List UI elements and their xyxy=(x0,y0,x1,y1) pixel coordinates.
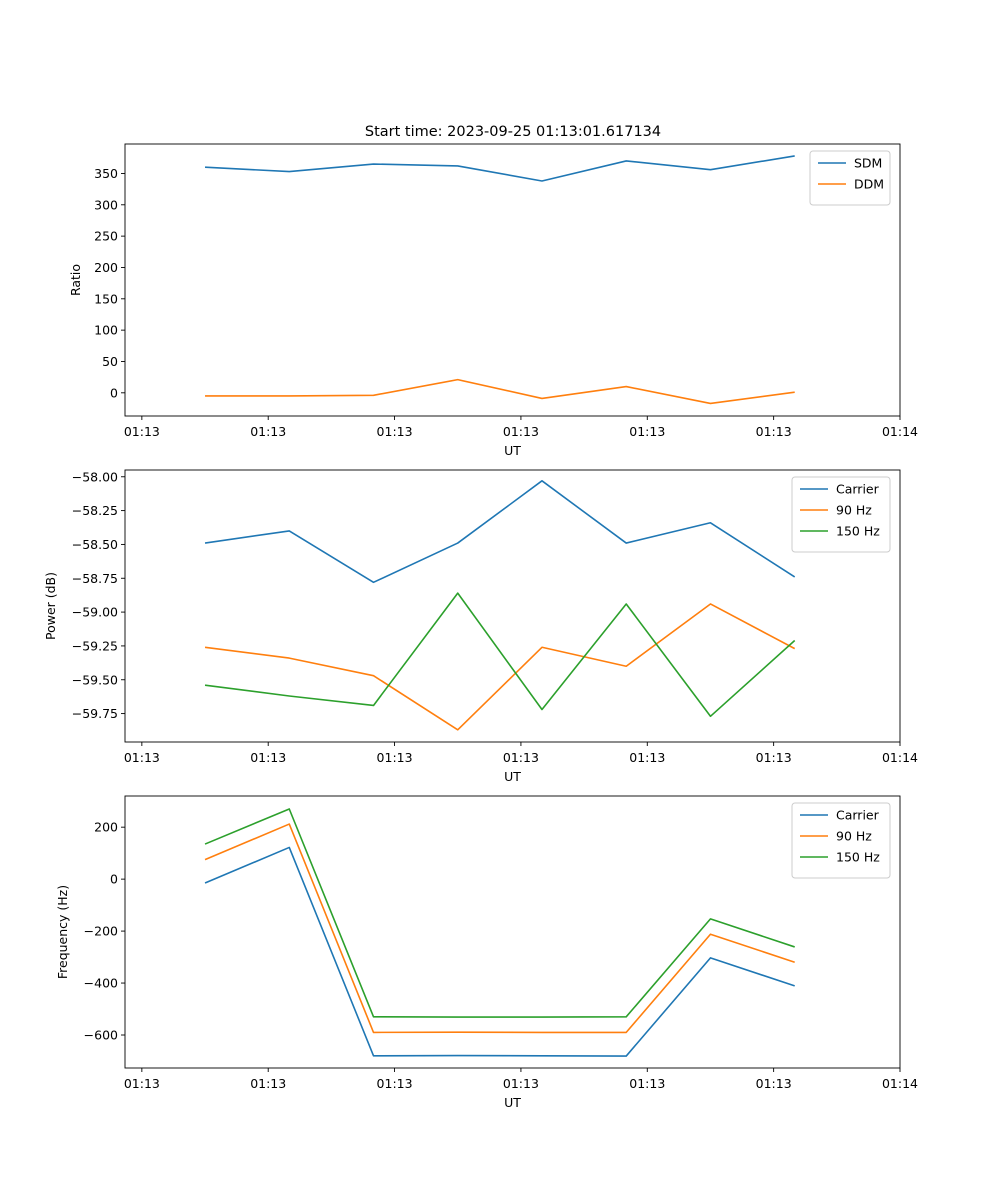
legend-label: DDM xyxy=(854,177,884,192)
legend-box xyxy=(809,150,891,206)
series-line-carrier xyxy=(204,480,796,584)
y-tick-label: −59.25 xyxy=(72,638,118,653)
y-tick-label: 250 xyxy=(94,229,118,244)
legend-label: Carrier xyxy=(836,808,880,823)
legend-label: 150 Hz xyxy=(836,524,880,539)
x-tick-label: 01:14 xyxy=(882,1076,918,1091)
legend-label: SDM xyxy=(854,156,882,171)
y-tick-label: −400 xyxy=(84,976,118,991)
y-tick-label: 200 xyxy=(94,820,118,835)
legend-box xyxy=(791,802,891,879)
y-tick-label: −58.75 xyxy=(72,571,118,586)
series-line-150-hz xyxy=(204,808,795,1018)
y-tick-label: 100 xyxy=(94,323,118,338)
plot-frame xyxy=(124,143,901,417)
x-tick-label: 01:13 xyxy=(250,424,286,439)
y-tick-label: 0 xyxy=(110,872,118,887)
y-tick-label: −59.75 xyxy=(72,706,118,721)
x-axis-label: UT xyxy=(504,769,521,784)
y-tick-label: −58.25 xyxy=(72,503,118,518)
x-tick-label: 01:13 xyxy=(250,1076,286,1091)
series-line-90-hz xyxy=(204,603,796,731)
series-line-150-hz xyxy=(204,592,796,718)
y-axis-label: Power (dB) xyxy=(43,572,58,640)
legend: SDM DDM xyxy=(809,150,891,206)
x-tick-label: 01:13 xyxy=(629,750,665,765)
plot-frame xyxy=(124,469,901,743)
series-line-sdm xyxy=(204,155,795,182)
panel-2: 01:13 01:13 01:13 01:13 01:13 01:13 01:14 −58.0… xyxy=(43,469,918,784)
series-line-ddm xyxy=(205,378,795,405)
legend-label: 150 Hz xyxy=(836,850,880,865)
y-tick-label: 300 xyxy=(94,197,118,212)
x-tick-label: 01:14 xyxy=(882,750,918,765)
x-axis-label: UT xyxy=(504,1095,521,1110)
y-tick-label: 200 xyxy=(94,260,118,275)
panel-1: 01:13 01:13 01:13 01:13 01:13 01:13 01:14 0 50 10… xyxy=(68,143,918,458)
y-tick-label: −58.50 xyxy=(72,537,118,552)
plot-frame xyxy=(124,795,901,1069)
series-line-carrier xyxy=(204,846,795,1057)
x-tick-label: 01:13 xyxy=(756,1076,792,1091)
x-tick-label: 01:14 xyxy=(882,424,918,439)
y-tick-label: 50 xyxy=(102,354,118,369)
y-tick-label: −200 xyxy=(84,924,118,939)
legend: Carrier 90 Hz 150 Hz xyxy=(791,476,891,553)
figure-title: Start time: 2023-09-25 01:13:01.617134 xyxy=(365,124,661,140)
legend-box xyxy=(791,476,891,553)
x-tick-label: 01:13 xyxy=(629,1076,665,1091)
y-axis-label: Frequency (Hz) xyxy=(55,885,70,979)
legend-label: 90 Hz xyxy=(836,503,872,518)
x-tick-label: 01:13 xyxy=(503,1076,539,1091)
series-line-90-hz xyxy=(204,823,795,1034)
x-tick-label: 01:13 xyxy=(503,750,539,765)
x-tick-label: 01:13 xyxy=(377,1076,413,1091)
panel-3: 01:13 01:13 01:13 01:13 01:13 01:13 01:14 200 0 −… xyxy=(55,795,918,1110)
y-tick-label: −59.00 xyxy=(72,605,118,620)
x-tick-label: 01:13 xyxy=(503,424,539,439)
x-tick-label: 01:13 xyxy=(377,424,413,439)
y-tick-label: 350 xyxy=(94,166,118,181)
y-tick-label: −58.00 xyxy=(72,469,118,484)
x-tick-label: 01:13 xyxy=(124,424,160,439)
x-tick-label: 01:13 xyxy=(124,750,160,765)
legend-label: 90 Hz xyxy=(836,829,872,844)
y-axis-label: Ratio xyxy=(68,264,83,296)
y-tick-label: −600 xyxy=(84,1028,118,1043)
x-tick-label: 01:13 xyxy=(756,750,792,765)
y-tick-label: 150 xyxy=(94,291,118,306)
legend-label: Carrier xyxy=(836,482,880,497)
y-tick-label: 0 xyxy=(110,385,118,400)
x-tick-label: 01:13 xyxy=(250,750,286,765)
legend: Carrier 90 Hz 150 Hz xyxy=(791,802,891,879)
x-axis-label: UT xyxy=(504,443,521,458)
x-tick-label: 01:13 xyxy=(124,1076,160,1091)
x-tick-label: 01:13 xyxy=(377,750,413,765)
x-tick-label: 01:13 xyxy=(756,424,792,439)
x-tick-label: 01:13 xyxy=(629,424,665,439)
y-tick-label: −59.50 xyxy=(72,672,118,687)
